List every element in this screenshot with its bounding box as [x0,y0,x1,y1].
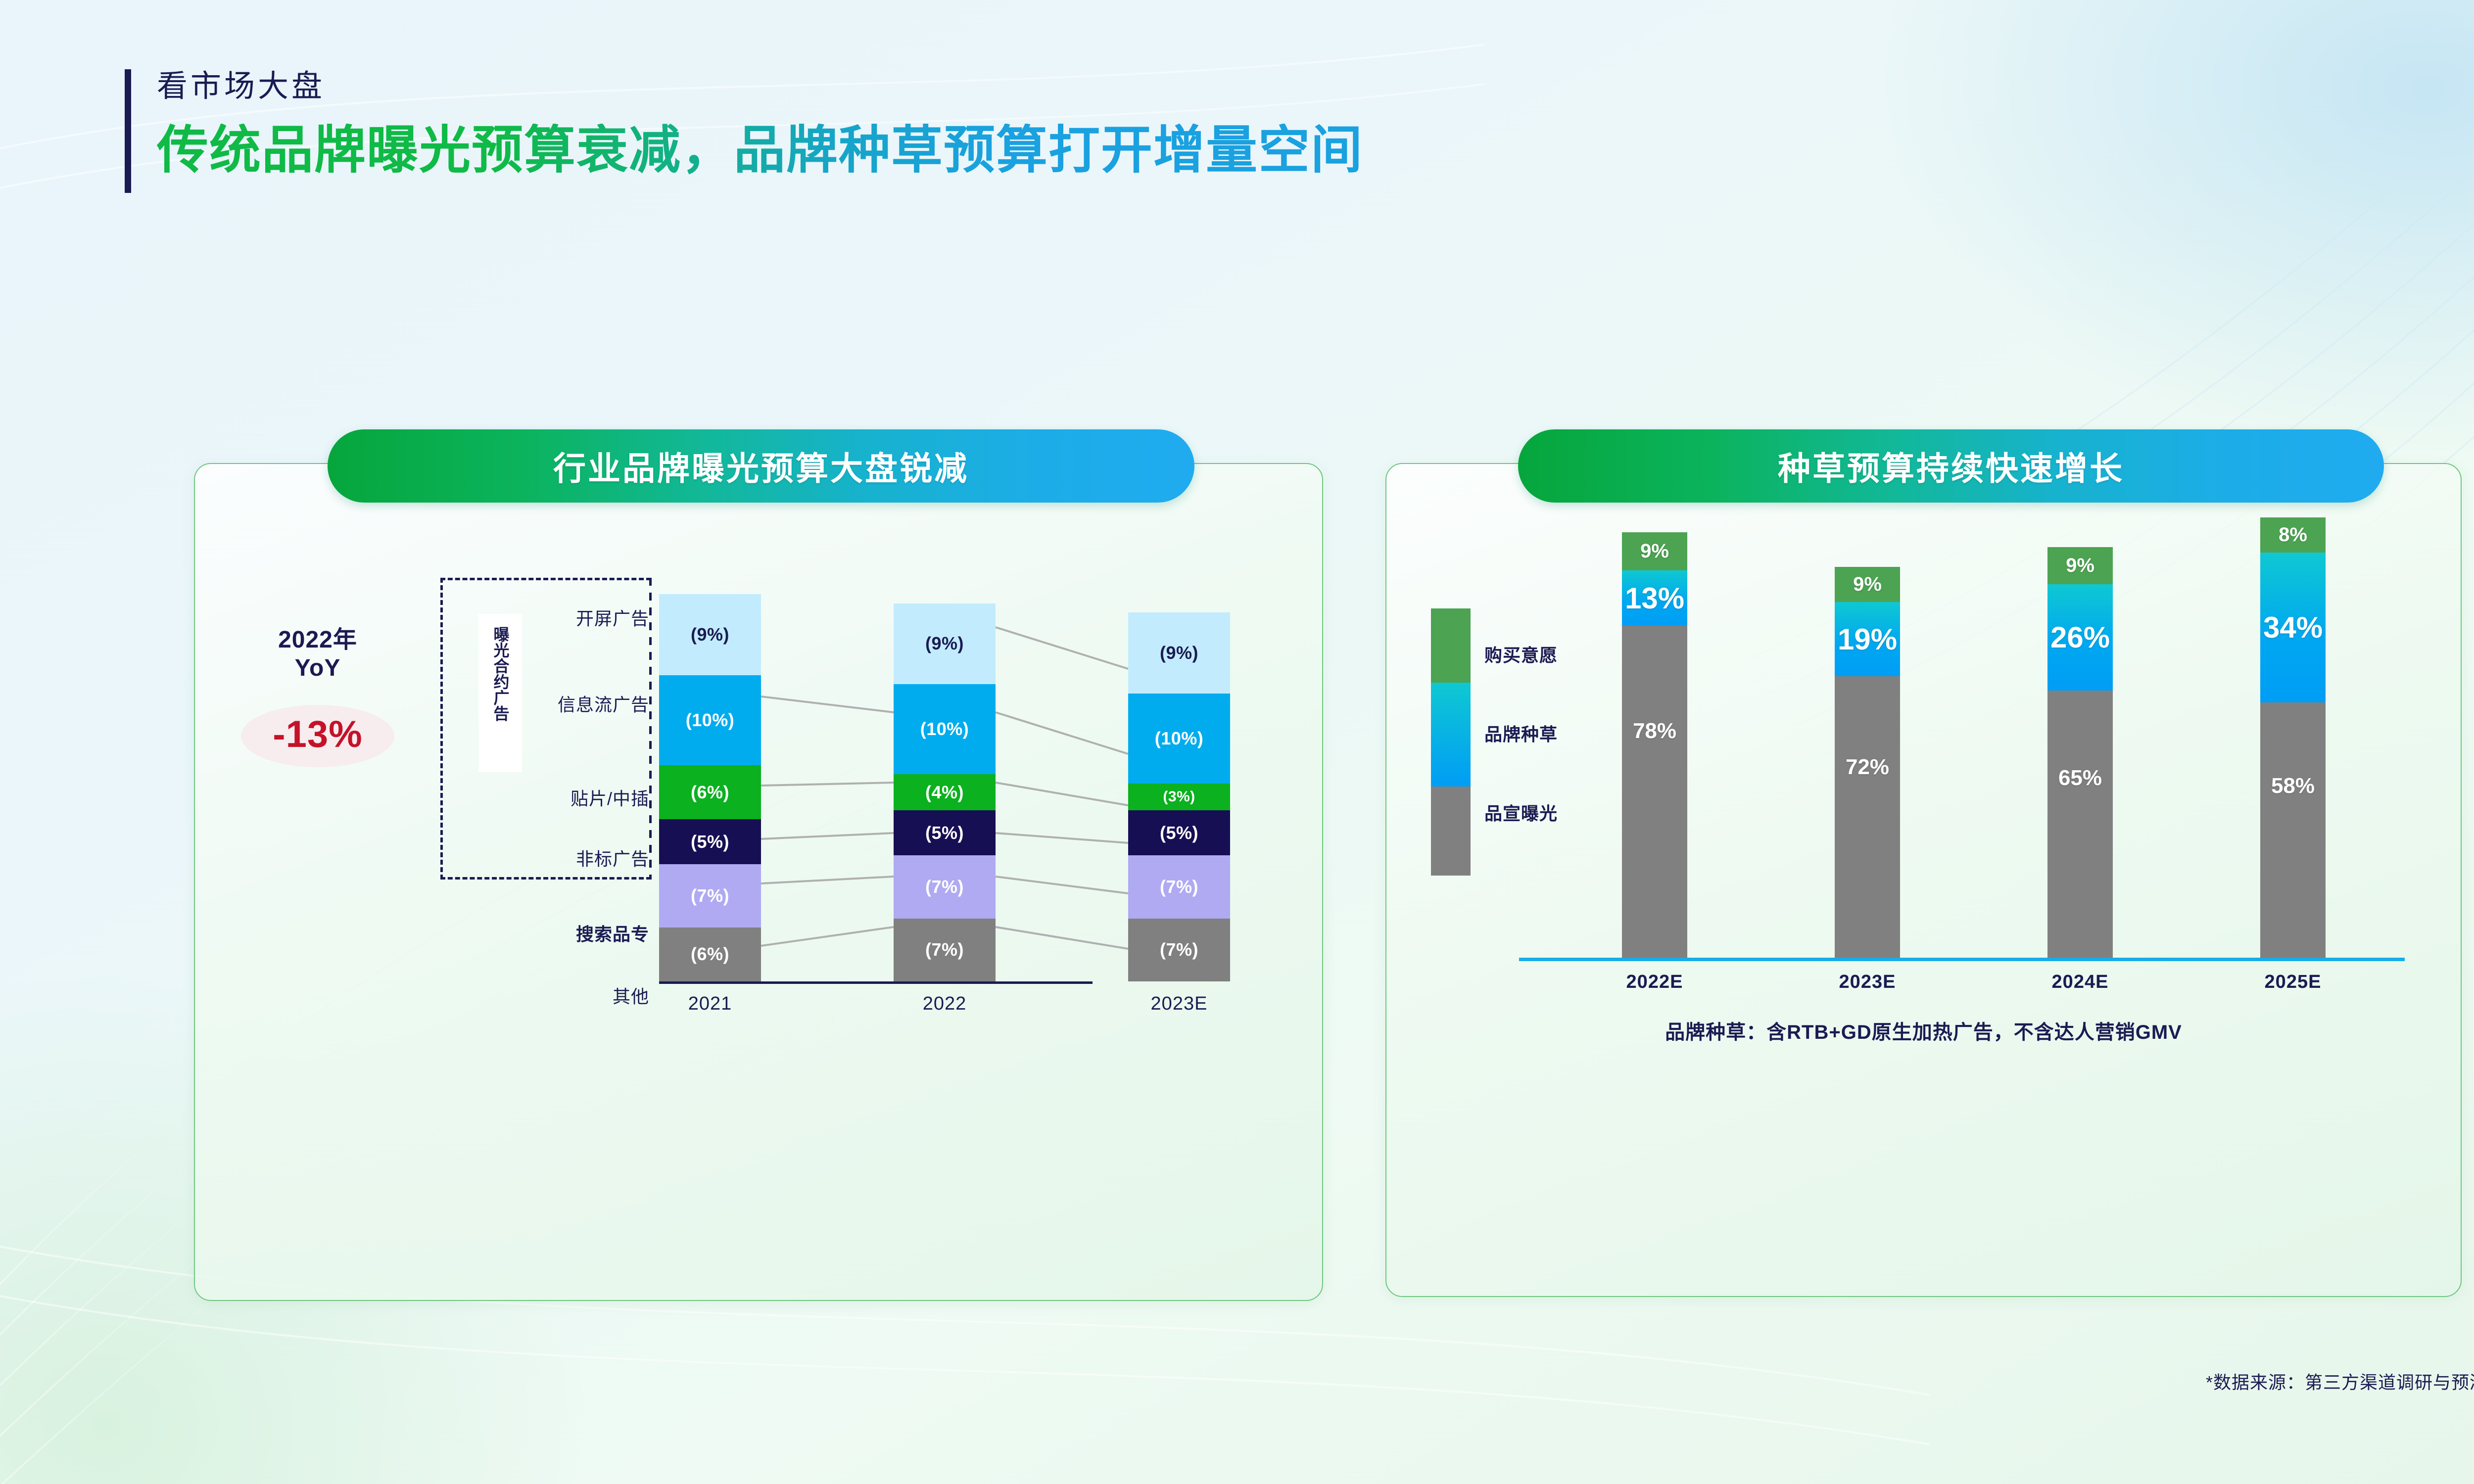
bar-segment-2021-非标广告: (5%) [659,819,761,865]
yoy-value: -13% [273,713,363,756]
source-note: *数据来源：第三方渠道调研与预测 [2205,1372,2474,1392]
legend-label-purchase-intent: 购买意愿 [1484,645,1558,665]
bar-segment-2023E-贴片/中插: (3%) [1128,783,1230,811]
row-label-search-brandzone: 搜索品专 [575,924,649,944]
exposure-contract-bracket-edge [649,578,652,880]
rbar-segment-2022E-购买意愿: 9% [1622,532,1687,571]
rbar-label-2023E-购买意愿: 9% [1853,573,1882,596]
rbar-segment-2023E-购买意愿: 9% [1835,567,1900,603]
right-chart-legend [1431,608,1471,876]
left-chart-title-pill: 行业品牌曝光预算大盘锐减 [328,429,1194,503]
right-chart: 购买意愿 品牌种草 品宣曝光 9% 13% 78% 9% 19% 72% 9% 26% 65… [1385,463,2462,1297]
rtick-2023E: 2023E [1839,972,1896,992]
rbar-label-2025E-品牌种草: 34% [2263,610,2323,644]
xtick-2022: 2022 [922,993,967,1014]
bracket-label-text: 曝光合约广告 [491,626,510,721]
bar-segment-2021-其他: (6%) [659,927,761,981]
row-label-other: 其他 [612,986,649,1007]
bar-segment-2023E-开屏广告: (9%) [1128,612,1230,694]
page-header: 看市场大盘 传统品牌曝光预算衰减，品牌种草预算打开增量空间 [125,69,1363,193]
rtick-2025E: 2025E [2264,972,2322,992]
yoy-highlight-ellipse [241,705,394,768]
bar-2021: (9%) (10%) (6%) (5%) (7%) (6%) [659,594,761,981]
left-chart: 2022年 YoY -13% 曝光合约广告 开屏广告 信息流广告 贴片/中插 非… [194,463,1323,1301]
legend-swatch-品牌种草 [1431,683,1471,787]
right-chart-title: 种草预算持续快速增长 [1778,450,2124,487]
rbar-label-2024E-购买意愿: 9% [2066,554,2094,576]
rbar-label-2023E-品宣曝光: 72% [1845,755,1890,780]
right-chart-note: 品牌种草：含RTB+GD原生加热广告，不含达人营销GMV [1665,1021,2182,1043]
rbar-2024E: 9% 26% 65% [2047,547,2113,958]
bar-segment-2023E-非标广告: (5%) [1128,810,1230,856]
left-chart-axis [659,981,1093,984]
xtick-2021: 2021 [688,993,732,1014]
rbar-segment-2025E-品宣曝光: 58% [2260,702,2326,958]
bar-segment-2023E-信息流广告: (10%) [1128,693,1230,784]
bar-segment-2023E-其他: (7%) [1128,918,1230,981]
bar-segment-2021-开屏广告: (9%) [659,594,761,676]
bar-segment-2022-开屏广告: (9%) [894,603,996,685]
bracket-label: 曝光合约广告 [476,626,524,726]
rbar-segment-2024E-品宣曝光: 65% [2047,691,2113,958]
bar-segment-2022-非标广告: (5%) [894,810,996,856]
rtick-2022E: 2022E [1626,972,1683,992]
bar-2022: (9%) (10%) (4%) (5%) (7%) (7%) [894,603,996,981]
rbar-segment-2023E-品宣曝光: 72% [1835,676,1900,958]
row-label-feed-ad: 信息流广告 [557,695,649,715]
header-accent-bar [125,69,131,193]
yoy-label-line2: YoY [294,654,341,681]
rbar-segment-2025E-购买意愿: 8% [2260,517,2326,553]
bar-segment-2022-信息流广告: (10%) [894,684,996,775]
rbar-segment-2023E-品牌种草: 19% [1835,602,1900,677]
legend-swatch-购买意愿 [1431,608,1471,683]
bar-segment-2023E-搜索品专: (7%) [1128,855,1230,919]
legend-label-brand-exposure: 品宣曝光 [1484,803,1558,824]
row-label-nonstandard-ad: 非标广告 [575,849,649,869]
row-label-screen-ad: 开屏广告 [575,608,649,629]
rbar-segment-2022E-品宣曝光: 78% [1622,626,1687,958]
exposure-contract-bracket [440,578,651,880]
bar-segment-2022-搜索品专: (7%) [894,855,996,919]
legend-label-brand-seeding: 品牌种草 [1484,724,1558,744]
rbar-segment-2025E-品牌种草: 34% [2260,553,2326,702]
bar-2023E: (9%) (10%) (3%) (5%) (7%) (7%) [1128,612,1230,981]
bracket-label-backdrop [478,614,522,772]
bar-segment-2022-贴片/中插: (4%) [894,774,996,811]
legend-swatch-品宣曝光 [1431,787,1471,876]
row-label-patch-ad: 贴片/中插 [570,788,649,809]
rbar-2022E: 9% 13% 78% [1622,532,1687,958]
rbar-label-2022E-品牌种草: 13% [1624,581,1685,615]
rtick-2024E: 2024E [2051,972,2109,992]
bar-segment-2021-信息流广告: (10%) [659,675,761,766]
xtick-2023E: 2023E [1150,993,1208,1014]
yoy-callout: 2022年 YoY -13% [236,626,399,773]
rbar-label-2024E-品牌种草: 26% [2050,621,2110,654]
right-chart-title-pill: 种草预算持续快速增长 [1518,429,2384,503]
yoy-label: 2022年 YoY [236,626,399,682]
bar-segment-2021-贴片/中插: (6%) [659,765,761,820]
rbar-segment-2024E-购买意愿: 9% [2047,547,2113,584]
rbar-segment-2022E-品牌种草: 13% [1622,570,1687,626]
rbar-label-2022E-购买意愿: 9% [1640,540,1669,562]
rbar-label-2025E-购买意愿: 8% [2279,524,2307,546]
eyebrow-text: 看市场大盘 [157,69,326,103]
left-chart-title: 行业品牌曝光预算大盘锐减 [553,450,969,487]
rbar-label-2025E-品宣曝光: 58% [2271,774,2315,798]
rbar-label-2022E-品宣曝光: 78% [1632,719,1677,743]
bar-segment-2021-搜索品专: (7%) [659,864,761,928]
rbar-2023E: 9% 19% 72% [1835,567,1900,958]
rbar-2025E: 8% 34% 58% [2260,517,2326,958]
bar-segment-2022-其他: (7%) [894,918,996,981]
right-chart-axis [1519,958,2405,961]
rbar-label-2023E-品牌种草: 19% [1837,622,1898,656]
page-title: 传统品牌曝光预算衰减，品牌种草预算打开增量空间 [157,122,1364,179]
rbar-segment-2024E-品牌种草: 26% [2047,584,2113,691]
rbar-label-2024E-品宣曝光: 65% [2058,765,2102,790]
yoy-label-line1: 2022年 [278,627,357,653]
